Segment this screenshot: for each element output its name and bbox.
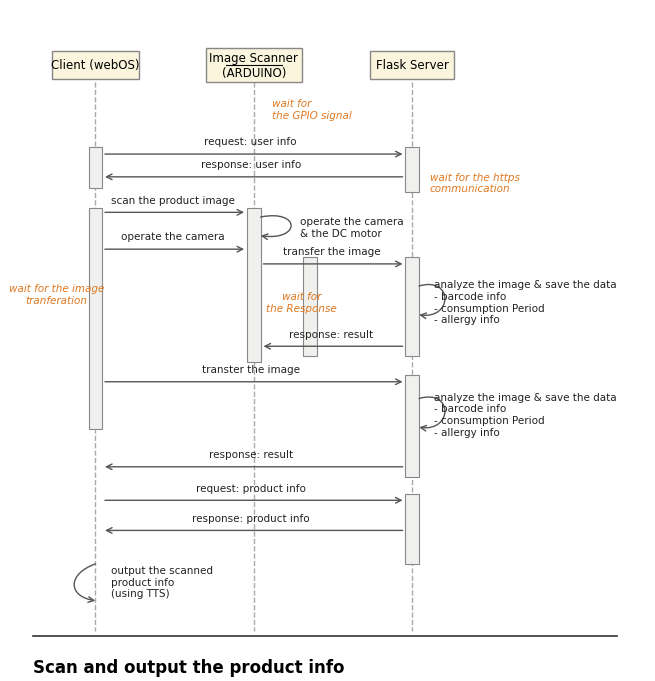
Text: response: result: response: result xyxy=(209,450,293,460)
Text: scan the product image: scan the product image xyxy=(111,195,235,206)
Text: wait for
the Response: wait for the Response xyxy=(267,292,337,313)
Text: response: product info: response: product info xyxy=(192,513,310,524)
FancyArrowPatch shape xyxy=(74,564,96,602)
FancyArrowPatch shape xyxy=(261,216,291,240)
Text: transter the image: transter the image xyxy=(202,365,300,375)
Text: wait for
the GPIO signal: wait for the GPIO signal xyxy=(272,99,352,121)
FancyArrowPatch shape xyxy=(419,397,445,431)
Text: operate the camera
& the DC motor: operate the camera & the DC motor xyxy=(301,217,404,238)
Bar xyxy=(405,494,419,564)
Text: wait for the image
tranferation: wait for the image tranferation xyxy=(9,284,105,306)
Text: analyze the image & save the data
- barcode info
- consumption Period
- allergy : analyze the image & save the data - barc… xyxy=(434,393,616,438)
Text: operate the camera: operate the camera xyxy=(121,232,225,242)
Text: Flask Server: Flask Server xyxy=(376,59,449,72)
Text: output the scanned
product info
(using TTS): output the scanned product info (using T… xyxy=(111,566,213,599)
Text: response: result: response: result xyxy=(290,330,373,340)
Bar xyxy=(88,208,102,428)
Text: Image Scanner: Image Scanner xyxy=(210,52,298,65)
FancyArrowPatch shape xyxy=(419,285,445,319)
Bar xyxy=(370,51,454,79)
Text: request: user info: request: user info xyxy=(204,138,297,147)
Text: (ARDUINO): (ARDUINO) xyxy=(221,67,286,80)
Bar xyxy=(88,147,102,187)
Bar xyxy=(405,257,419,356)
Text: analyze the image & save the data
- barcode info
- consumption Period
- allergy : analyze the image & save the data - barc… xyxy=(434,281,616,325)
Text: transfer the image: transfer the image xyxy=(283,247,381,257)
Bar xyxy=(206,48,302,82)
Bar xyxy=(303,257,316,356)
Bar xyxy=(247,208,261,362)
Bar xyxy=(52,51,139,79)
Bar xyxy=(405,375,419,477)
Text: response: user info: response: user info xyxy=(200,160,301,170)
Text: Scan and output the product info: Scan and output the product info xyxy=(33,659,345,677)
Text: request: product info: request: product info xyxy=(196,484,306,494)
Bar xyxy=(405,147,419,192)
Text: wait for the https
communication: wait for the https communication xyxy=(430,173,519,194)
Text: Client (webOS): Client (webOS) xyxy=(51,59,140,72)
